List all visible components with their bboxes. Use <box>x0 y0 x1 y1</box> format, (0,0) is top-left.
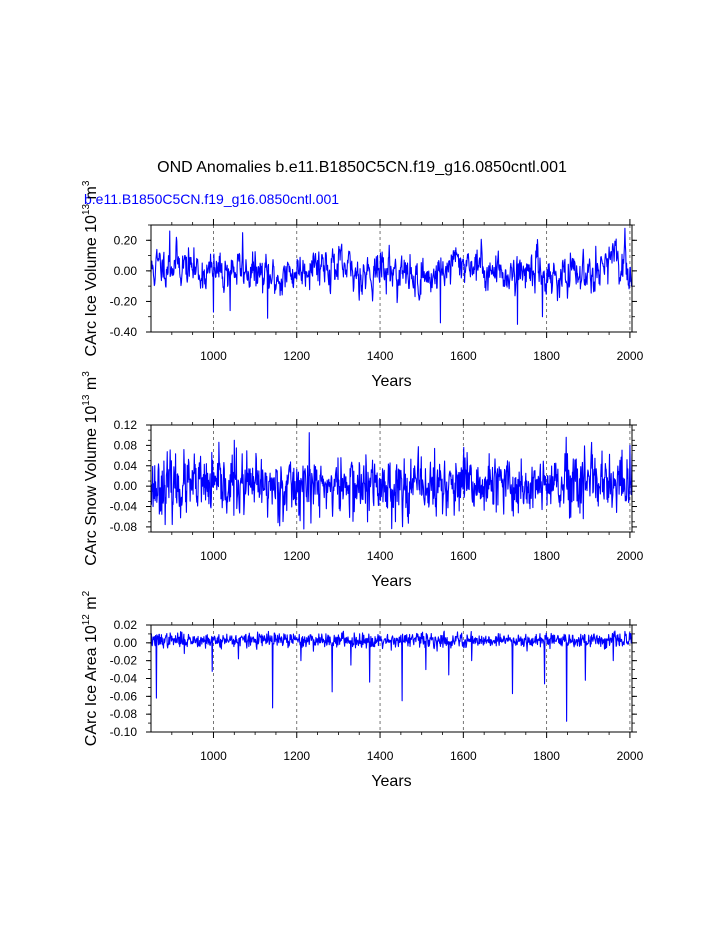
y-axis-label-text: CArc Snow Volume 10 <box>83 406 100 566</box>
series-label: b.e11.B1850C5CN.f19_g16.0850cntl.001 <box>84 191 339 207</box>
y-axis-label: CArc Ice Area 1012 m2 <box>81 590 100 746</box>
x-tick-label: 1800 <box>533 349 560 363</box>
x-axis-label: Years <box>371 573 411 590</box>
x-tick-label: 2000 <box>617 349 644 363</box>
x-tick-label: 1400 <box>367 749 394 763</box>
y-tick-label: -0.08 <box>110 707 138 721</box>
y-axis-label-unit-exponent: 3 <box>81 371 92 377</box>
y-tick-label: -0.20 <box>110 294 138 308</box>
y-axis-label-unit: m <box>83 377 100 395</box>
chart-ice-volume: -0.40 -0.20 0.00 0.20 1000 1200 1400 1600 1800 20… <box>81 180 644 390</box>
y-tick-label: 0.02 <box>114 618 138 632</box>
y-tick-label: 0.00 <box>114 479 138 493</box>
x-tick-label: 1200 <box>283 749 310 763</box>
y-tick-label: 0.00 <box>114 636 138 650</box>
series-line <box>150 432 633 530</box>
y-axis-label-unit-exponent: 3 <box>81 180 92 186</box>
x-tick-label: 1200 <box>283 549 310 563</box>
y-axis-label: CArc Ice Volume 1013 m3 <box>81 180 100 356</box>
y-axis-label-text: CArc Ice Area 10 <box>83 625 100 746</box>
y-tick-label: -0.04 <box>110 672 138 686</box>
x-tick-label: 1400 <box>367 349 394 363</box>
series-line <box>150 227 633 325</box>
y-tick-label: -0.40 <box>110 325 138 339</box>
x-tick-label: 1600 <box>450 349 477 363</box>
y-axis-label-exponent: 12 <box>81 614 92 626</box>
y-tick-label: -0.02 <box>110 654 138 668</box>
y-axis-label-unit-exponent: 2 <box>81 590 92 596</box>
y-axis-label-text: CArc Ice Volume 10 <box>83 215 100 357</box>
x-tick-label: 1000 <box>200 749 227 763</box>
y-axis-label-unit: m <box>83 186 100 204</box>
y-axis-label-unit: m <box>83 596 100 614</box>
y-axis-label: CArc Snow Volume 1013 m3 <box>81 371 100 566</box>
chart-ice-area: -0.10 -0.08 -0.06 -0.04 -0.02 0.00 0.02 1000 120… <box>81 590 644 790</box>
figure-title: OND Anomalies b.e11.B1850C5CN.f19_g16.08… <box>157 159 567 176</box>
series-line <box>150 630 633 722</box>
y-tick-label: -0.06 <box>110 689 138 703</box>
y-axis-label-exponent: 13 <box>81 203 92 215</box>
x-tick-label: 2000 <box>617 549 644 563</box>
y-tick-label: 0.20 <box>114 233 138 247</box>
x-axis-label: Years <box>371 773 411 790</box>
x-tick-label: 1600 <box>450 549 477 563</box>
x-tick-label: 1200 <box>283 349 310 363</box>
y-axis-label-exponent: 13 <box>81 394 92 406</box>
y-tick-label: -0.04 <box>110 500 138 514</box>
x-tick-label: 1000 <box>200 549 227 563</box>
y-tick-label: 0.04 <box>114 459 138 473</box>
y-tick-label: 0.08 <box>114 438 138 452</box>
x-tick-label: 1600 <box>450 749 477 763</box>
plot-frame <box>150 424 633 533</box>
chart-snow-volume: -0.08 -0.04 0.00 0.04 0.08 0.12 1000 1200 1400 16… <box>81 371 644 590</box>
y-tick-label: 0.00 <box>114 264 138 278</box>
x-tick-label: 1400 <box>367 549 394 563</box>
y-tick-label: -0.10 <box>110 725 138 739</box>
y-tick-label: -0.08 <box>110 520 138 534</box>
x-tick-label: 2000 <box>617 749 644 763</box>
x-tick-label: 1000 <box>200 349 227 363</box>
x-tick-label: 1800 <box>533 549 560 563</box>
x-tick-label: 1800 <box>533 749 560 763</box>
plot-frame <box>150 224 633 333</box>
x-axis-label: Years <box>371 373 411 390</box>
y-tick-label: 0.12 <box>114 418 138 432</box>
